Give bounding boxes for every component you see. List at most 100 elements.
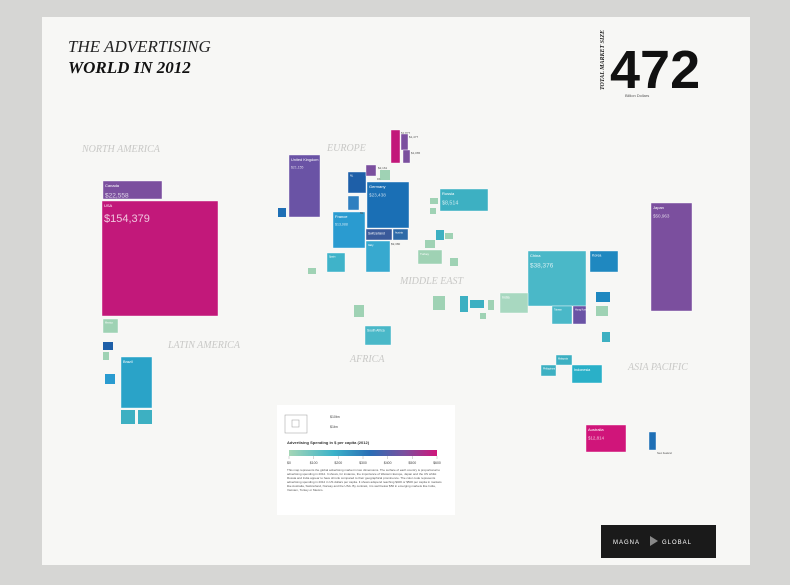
country-box: [555, 354, 573, 366]
title: THE ADVERTISING: [68, 37, 211, 56]
logo: [601, 525, 716, 558]
country-box: [589, 250, 619, 273]
country-box: [402, 149, 411, 164]
country-value: $9,380: [391, 242, 401, 246]
country-name: USA: [104, 203, 113, 208]
country-value: $1,065: [411, 151, 421, 155]
country-box: [417, 249, 443, 265]
country-name: Japan: [653, 205, 664, 210]
country-box: [551, 305, 573, 325]
legend-title: Advertising Spending in $ per capita (20…: [287, 440, 370, 445]
region-label: MIDDLE EAST: [399, 276, 464, 287]
legend-box: [277, 405, 455, 515]
country-box: [365, 164, 377, 177]
legend-scale-label: $400: [384, 461, 392, 465]
country-box: [400, 133, 409, 151]
country-box: [120, 356, 153, 409]
country-box: [392, 228, 409, 241]
country-name: Australia: [588, 427, 604, 432]
legend-gradient: [289, 450, 437, 456]
country-name: Brazil: [123, 359, 133, 364]
country-value: $13,088: [335, 223, 348, 227]
country-name: Indonesia: [574, 368, 591, 372]
country-box: [648, 431, 657, 451]
country-name: India: [502, 296, 510, 300]
legend-scale-label: $200: [334, 461, 342, 465]
country-box: [326, 252, 346, 273]
country-name: Philippines: [543, 368, 556, 371]
country-box: [585, 424, 627, 453]
country-box: [439, 188, 489, 212]
country-name: Malaysia: [558, 358, 568, 361]
country-name: China: [530, 253, 541, 258]
country-box: [650, 202, 693, 312]
country-box: [499, 292, 529, 314]
logo-text: MAGNA: [613, 540, 640, 546]
logo-mark: [650, 536, 658, 546]
region-label: NORTH AMERICA: [81, 144, 161, 155]
legend-size-label: $10bn: [330, 415, 340, 419]
country-value: $8,514: [442, 200, 458, 206]
country-value: $2,161: [378, 166, 388, 170]
country-name: Turkey: [420, 252, 430, 256]
country-name: Mexico: [105, 322, 114, 325]
legend: $10bn $1bn Advertising Spending in $ per…: [277, 405, 455, 515]
country-name: BE: [360, 212, 364, 215]
title: WORLD IN 2012: [68, 58, 191, 77]
country-name: France: [335, 214, 348, 219]
country-box: [390, 129, 401, 164]
total-label: TOTAL MARKET SIZE: [600, 30, 606, 90]
country-box: [288, 154, 321, 218]
country-box: [102, 180, 163, 200]
legend-scale-label: $300: [359, 461, 367, 465]
country-name: NL: [350, 175, 354, 178]
total-unit: Billion Dollars: [625, 93, 649, 98]
country-box: [540, 364, 557, 377]
country-name: Taiwan: [554, 309, 562, 312]
region-label: EUROPE: [326, 143, 366, 154]
country-name: DK: [377, 178, 381, 181]
country-name: Austria: [395, 232, 403, 235]
country-name: Canada: [105, 183, 120, 188]
country-box: [364, 325, 392, 346]
country-box: [332, 211, 366, 249]
country-value: $22,558: [105, 193, 129, 200]
small-markets: [103, 170, 610, 424]
country-value: $38,376: [530, 262, 554, 269]
country-name: South Africa: [367, 328, 385, 332]
country-box: [347, 171, 367, 194]
country-name: Korea: [592, 254, 601, 258]
total: 472: [610, 40, 700, 100]
region-label: ASIA PACIFIC: [627, 362, 688, 373]
country-name: United Kingdom: [291, 157, 318, 162]
country-name: Germany: [369, 184, 385, 189]
country-box: [102, 318, 119, 334]
legend-size-large: [284, 414, 308, 434]
country-box: [527, 250, 587, 307]
country-box: [347, 195, 360, 211]
country-name: Spain: [329, 256, 336, 259]
country-name: Switzerland: [368, 231, 385, 235]
legend-text-box: This map represents the global advertisi…: [287, 468, 442, 492]
country-value: $154,379: [104, 213, 150, 225]
country-box: [365, 240, 391, 273]
country-name: New Zealand: [657, 452, 672, 455]
logo-text: GLOBAL: [662, 540, 692, 546]
country-box: [101, 200, 219, 317]
region-label: LATIN AMERICA: [167, 340, 241, 351]
country-value: $12,814: [588, 435, 605, 440]
country-value: $21,155: [291, 165, 304, 169]
legend-size-label: $1bn: [330, 425, 338, 429]
country-name: Italy: [368, 243, 374, 247]
country-box: [366, 181, 410, 229]
legend-text: This map represents the global advertisi…: [287, 468, 442, 492]
country-box: [571, 364, 603, 384]
legend-scale-label: $500: [408, 461, 416, 465]
country-name: Russia: [442, 191, 455, 196]
country-box: [572, 305, 587, 325]
country-value: $2,877: [401, 131, 411, 135]
legend-scale-label: $100: [310, 461, 318, 465]
country-value: $50,963: [653, 214, 670, 219]
country-box: [365, 228, 393, 241]
